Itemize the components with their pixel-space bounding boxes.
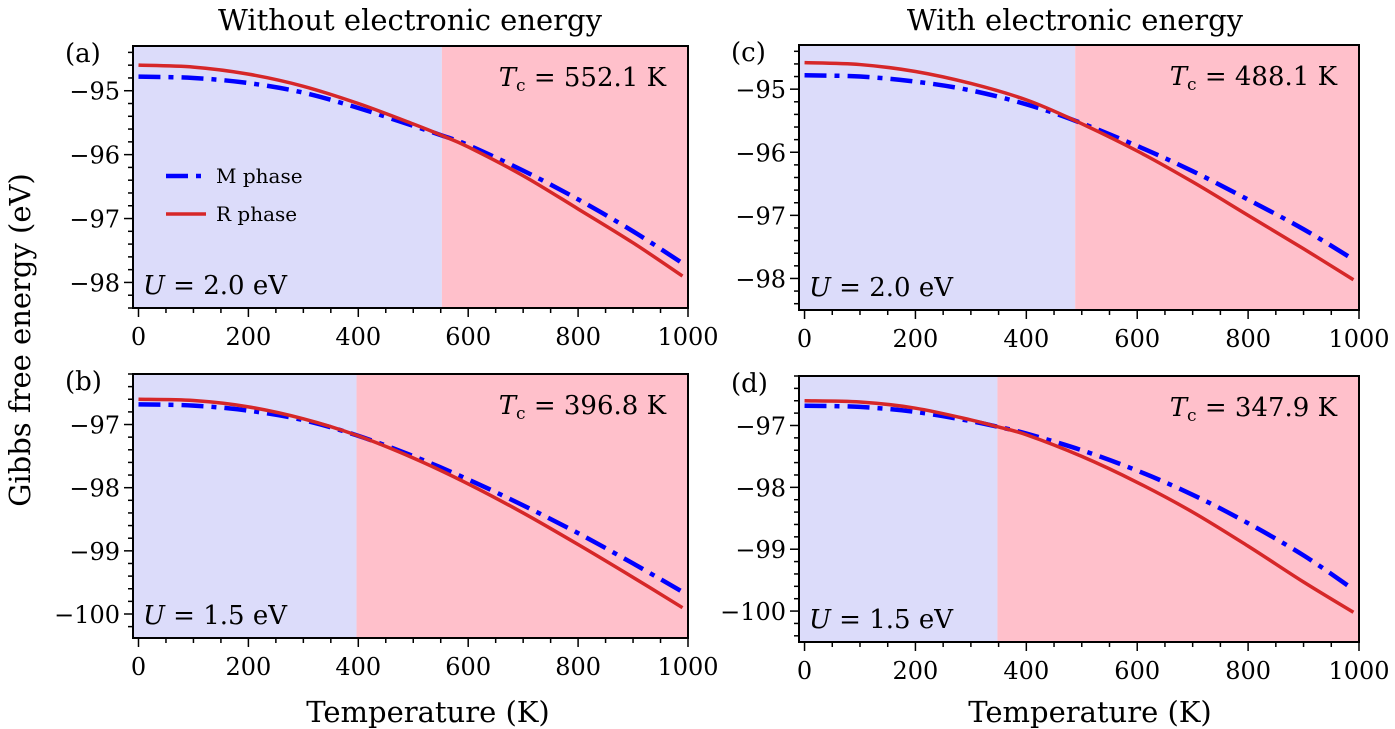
legend-m-phase-label: M phase [216, 164, 303, 188]
x-tick-label: 1000 [657, 653, 718, 681]
series-r-phase-line [804, 60, 1355, 282]
tc-annotation: Tc = 488.1 K [1170, 62, 1338, 95]
tc-annotation: Tc = 552.1 K [499, 63, 667, 96]
x-tick-label: 0 [131, 323, 146, 351]
x-tick-label: 600 [445, 653, 491, 681]
series-r-phase-line [138, 63, 684, 278]
legend: M phase R phase [166, 164, 303, 226]
x-tick-label: 200 [893, 657, 939, 685]
y-tick-label: −98 [69, 475, 120, 503]
region-below-tc [799, 376, 998, 642]
series-r-phase-line [138, 397, 684, 610]
axes-frame [132, 45, 689, 309]
x-tick-label: 1000 [1328, 325, 1389, 353]
u-annotation: U = 2.0 eV [143, 271, 288, 301]
tc-annotation: Tc = 347.9 K [1170, 393, 1338, 426]
legend-r-phase-label: R phase [216, 202, 297, 226]
panel-b: 0 200 400 600 800 1000 −97 −98 −99 −100 (b) Tc = 39… [54, 367, 718, 681]
region-below-tc [133, 374, 357, 638]
panel-c: 0 200 400 600 800 1000 −95 −96 −97 −98 (c) Tc = 488… [731, 38, 1390, 353]
column-title-right: With electronic energy [907, 3, 1244, 37]
y-axis-label: Gibbs free energy (eV) [3, 173, 37, 507]
y-tick-label: −98 [735, 265, 786, 293]
x-tick-label: 1000 [657, 323, 718, 351]
x-tick-label: 400 [1003, 657, 1049, 685]
y-tick-label: −96 [69, 142, 120, 170]
y-tick-label: −97 [69, 206, 120, 234]
x-tick-label: 800 [1225, 325, 1271, 353]
u-annotation: U = 1.5 eV [143, 601, 288, 631]
region-above-tc [441, 46, 688, 308]
series-m-phase-line [138, 402, 684, 594]
axes-frame [798, 375, 1360, 643]
region-below-tc [799, 45, 1076, 310]
y-tick-label: −96 [735, 139, 786, 167]
y-tick-label: −97 [69, 412, 120, 440]
x-tick-label: 800 [555, 323, 601, 351]
axes-frame [132, 373, 689, 639]
series-m-phase-line [138, 74, 684, 266]
panel-label: (c) [731, 38, 766, 68]
y-tick-label: −99 [69, 538, 120, 566]
u-annotation: U = 1.5 eV [809, 605, 954, 635]
x-tick-label: 600 [1114, 657, 1160, 685]
x-tick-label: 1000 [1328, 657, 1389, 685]
x-tick-label: 0 [797, 657, 812, 685]
x-tick-label: 400 [335, 653, 381, 681]
x-tick-label: 400 [1003, 325, 1049, 353]
x-tick-label: 800 [1225, 657, 1271, 685]
y-tick-label: −98 [69, 269, 120, 297]
tc-annotation: Tc = 396.8 K [499, 391, 667, 424]
series-m-phase-line [804, 403, 1355, 592]
panel-label: (b) [65, 367, 102, 397]
x-tick-label: 200 [225, 653, 271, 681]
x-tick-label: 0 [797, 325, 812, 353]
y-tick-label: −100 [54, 601, 120, 629]
x-tick-label: 600 [1114, 325, 1160, 353]
x-tick-label: 200 [893, 325, 939, 353]
x-tick-label: 400 [335, 323, 381, 351]
region-above-tc [1075, 45, 1359, 310]
y-tick-label: −100 [720, 598, 786, 626]
y-tick-label: −97 [735, 412, 786, 440]
panel-label: (a) [65, 39, 101, 69]
y-tick-label: −95 [69, 78, 120, 106]
panel-d: 0 200 400 600 800 1000 −97 −98 −99 −100 (d) Tc = 34… [720, 369, 1389, 685]
x-tick-label: 600 [445, 323, 491, 351]
y-tick-label: −98 [735, 474, 786, 502]
x-axis-label-left: Temperature (K) [306, 695, 550, 729]
x-axis-label-right: Temperature (K) [968, 695, 1212, 729]
series-r-phase-line [804, 398, 1355, 614]
y-tick-label: −95 [735, 76, 786, 104]
u-annotation: U = 2.0 eV [809, 273, 954, 303]
panel-label: (d) [731, 369, 768, 399]
region-above-tc [997, 376, 1359, 642]
panel-a: 0 200 400 600 800 1000 −95 −96 −97 −98 (a) Tc = 552… [65, 39, 719, 351]
x-tick-label: 0 [131, 653, 146, 681]
column-title-left: Without electronic energy [218, 3, 603, 37]
y-tick-label: −97 [735, 202, 786, 230]
x-tick-label: 200 [225, 323, 271, 351]
x-tick-label: 800 [555, 653, 601, 681]
y-tick-label: −99 [735, 536, 786, 564]
